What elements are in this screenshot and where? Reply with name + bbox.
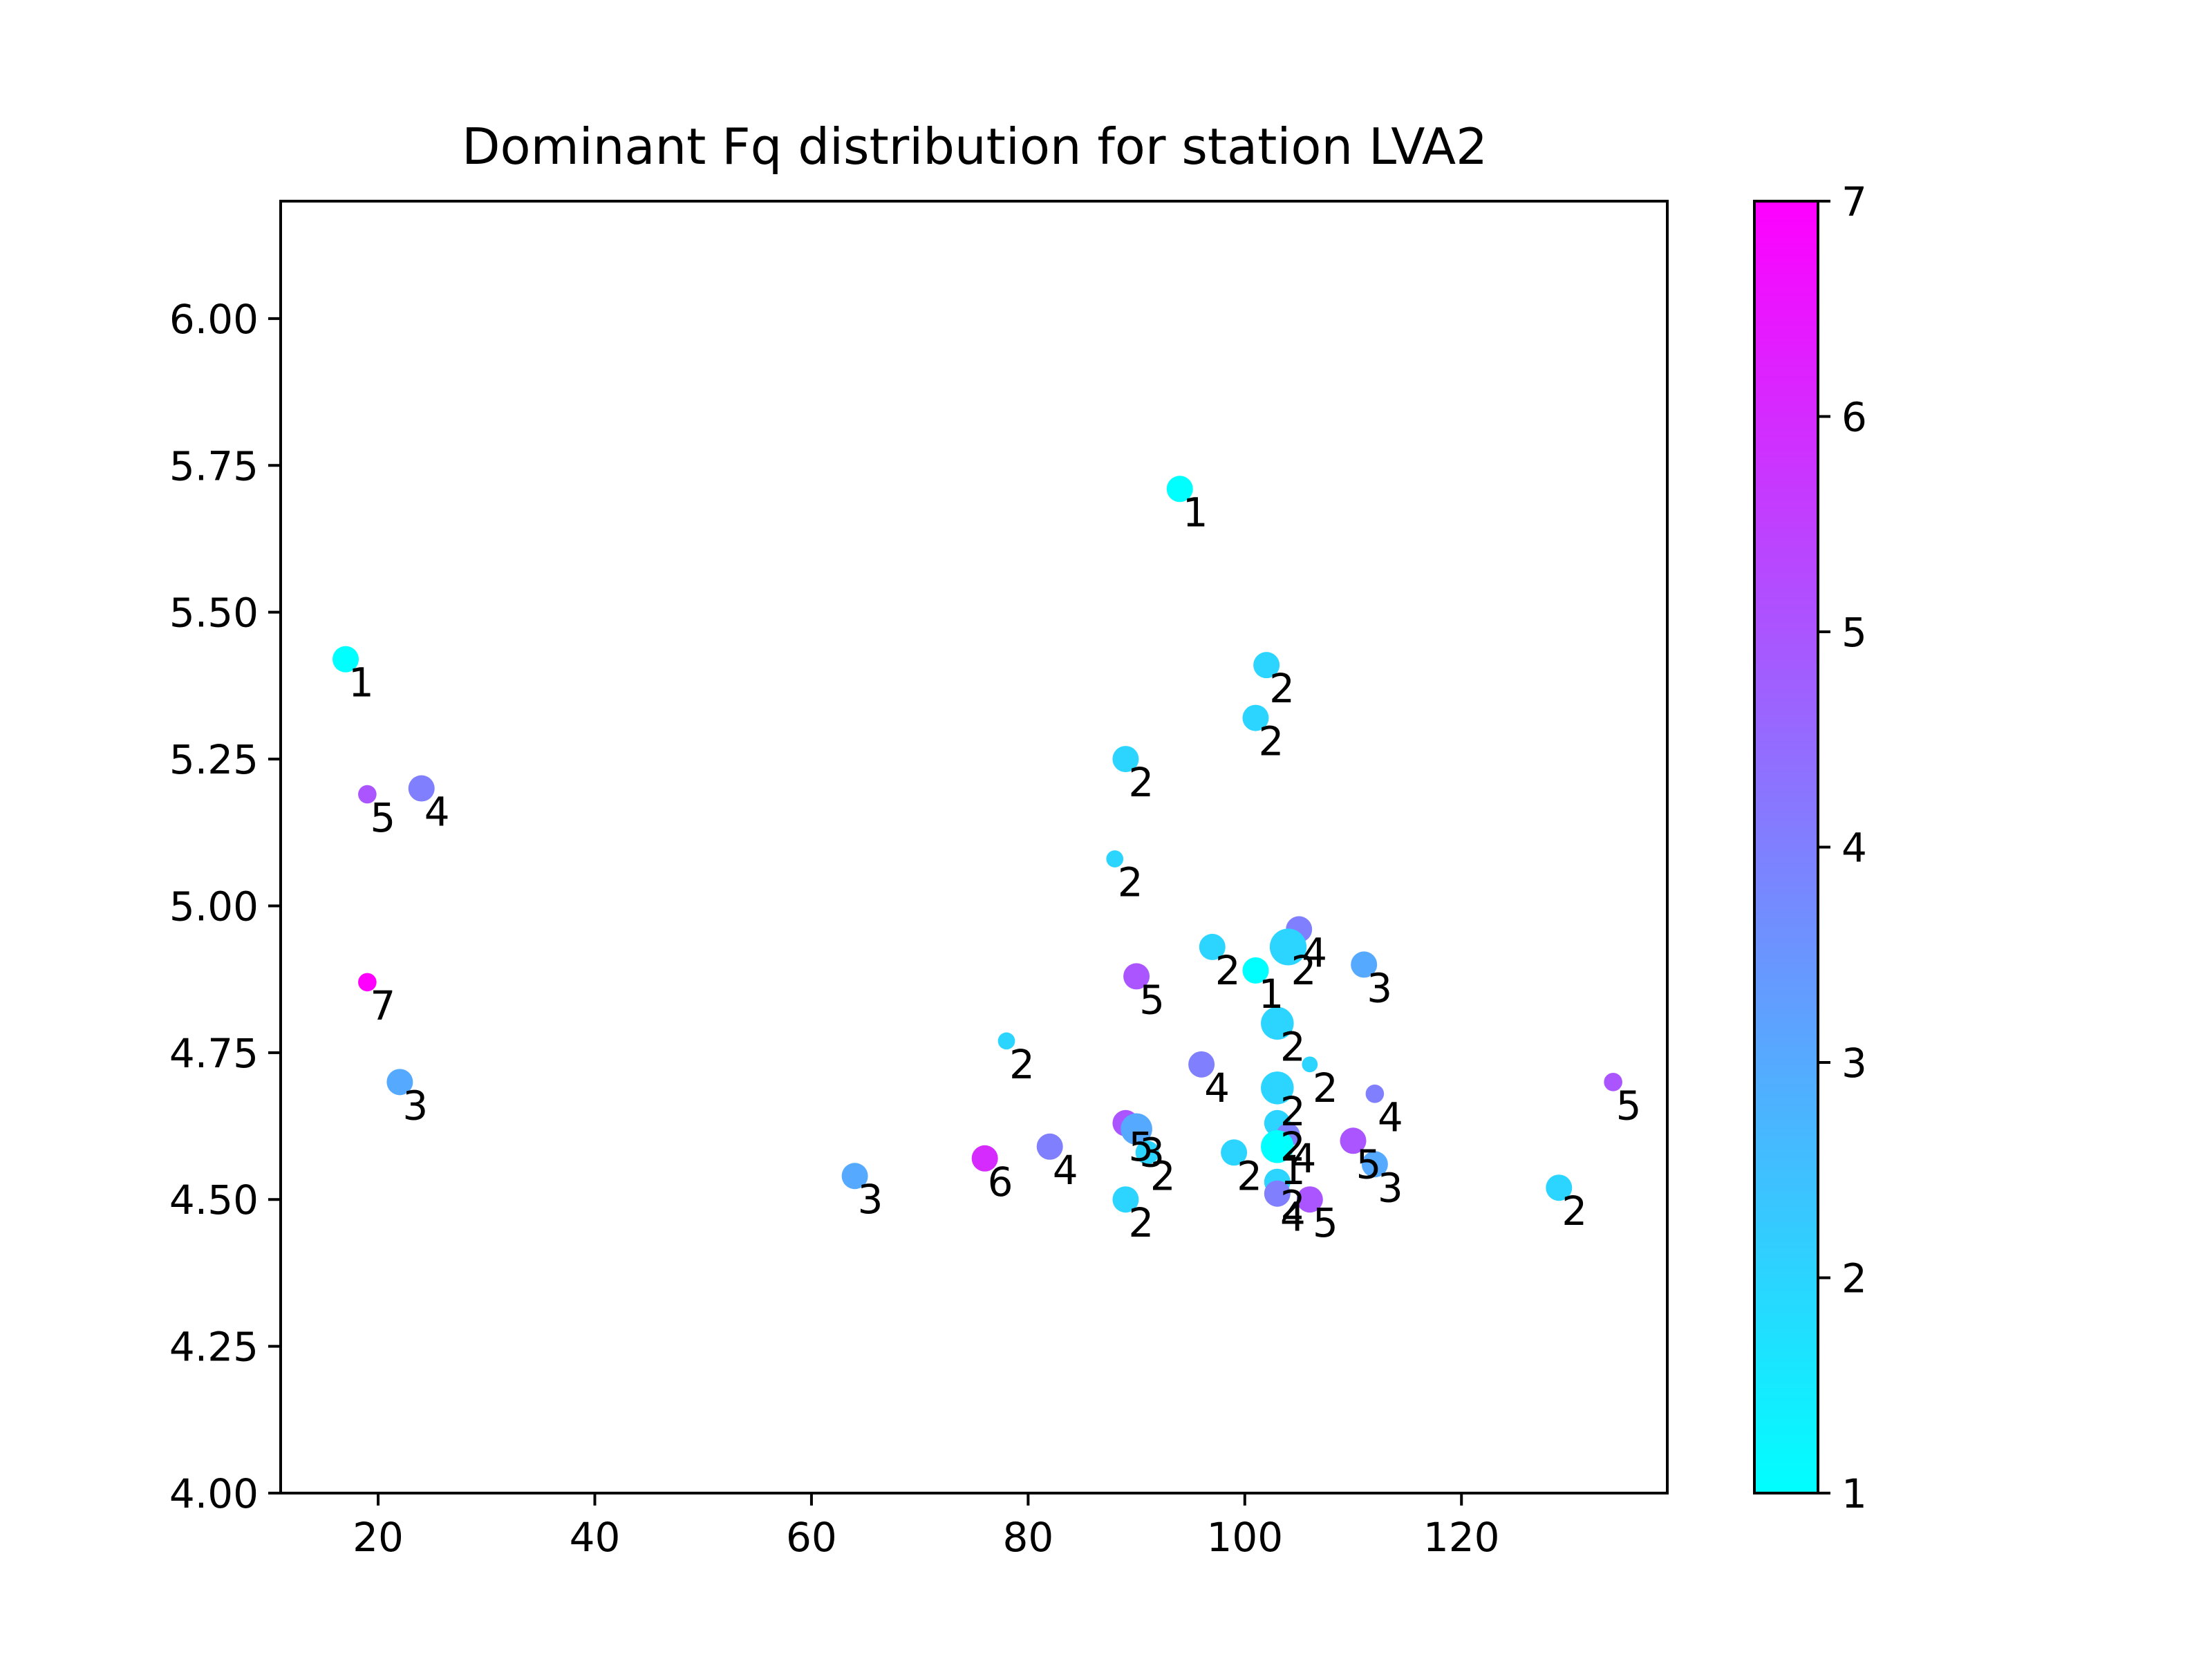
point-value-label: 2 xyxy=(1009,1041,1035,1088)
chart-title: Dominant Fq distribution for station LVA… xyxy=(462,118,1488,176)
x-tick-label: 40 xyxy=(570,1514,621,1561)
point-value-label: 1 xyxy=(348,659,374,706)
point-value-label: 2 xyxy=(1291,947,1316,994)
point-value-label: 1 xyxy=(1258,971,1284,1018)
point-value-label: 2 xyxy=(1128,1199,1154,1246)
colorbar-tick-label: 6 xyxy=(1841,394,1867,441)
colorbar-tick-label: 1 xyxy=(1841,1470,1867,1517)
point-value-label: 3 xyxy=(402,1082,428,1129)
point-value-label: 2 xyxy=(1215,947,1241,994)
y-tick-label: 4.50 xyxy=(169,1177,259,1224)
point-value-label: 4 xyxy=(1204,1065,1230,1112)
point-value-label: 5 xyxy=(370,794,395,841)
colorbar-tick-label: 4 xyxy=(1841,825,1867,872)
point-value-label: 2 xyxy=(1258,718,1284,765)
point-value-label: 5 xyxy=(1313,1199,1338,1246)
point-value-label: 3 xyxy=(1378,1164,1403,1211)
colorbar-tick-label: 5 xyxy=(1841,609,1867,656)
point-value-label: 4 xyxy=(424,789,450,836)
point-value-label: 4 xyxy=(1053,1147,1078,1194)
point-value-label: 4 xyxy=(1378,1094,1403,1141)
point-value-label: 3 xyxy=(1367,964,1392,1011)
point-value-label: 2 xyxy=(1313,1065,1338,1112)
x-tick-label: 120 xyxy=(1423,1514,1500,1561)
y-tick-label: 4.00 xyxy=(169,1470,259,1517)
y-tick-label: 6.00 xyxy=(169,296,259,343)
point-value-label: 1 xyxy=(1183,489,1208,536)
x-tick-label: 60 xyxy=(786,1514,837,1561)
point-value-label: 2 xyxy=(1269,665,1295,712)
colorbar xyxy=(1754,201,1818,1493)
y-tick-label: 5.00 xyxy=(169,883,259,930)
point-value-label: 2 xyxy=(1128,759,1154,806)
point-value-label: 2 xyxy=(1118,859,1143,906)
x-tick-label: 80 xyxy=(1002,1514,1053,1561)
y-tick-label: 5.75 xyxy=(169,442,259,489)
point-value-label: 2 xyxy=(1150,1152,1176,1199)
point-value-label: 3 xyxy=(858,1176,883,1223)
y-tick-label: 4.25 xyxy=(169,1324,259,1371)
x-tick-label: 100 xyxy=(1206,1514,1283,1561)
point-value-label: 2 xyxy=(1237,1152,1262,1199)
points-layer xyxy=(332,476,1622,1212)
colorbar-tick-label: 2 xyxy=(1841,1255,1867,1302)
x-tick-label: 20 xyxy=(353,1514,404,1561)
y-tick-label: 4.75 xyxy=(169,1030,259,1077)
point-value-label: 2 xyxy=(1562,1188,1587,1235)
colorbar-tick-label: 7 xyxy=(1841,178,1867,225)
y-tick-label: 5.50 xyxy=(169,590,259,637)
point-value-label: 2 xyxy=(1280,1023,1306,1070)
y-tick-label: 5.25 xyxy=(169,736,259,783)
point-value-label: 5 xyxy=(1616,1082,1642,1129)
colorbar-tick-label: 3 xyxy=(1841,1040,1867,1087)
y-axis: 4.00 4.25 4.50 4.75 5.00 5.25 5.50 5.75 6.00 xyxy=(169,296,281,1517)
plot-area-frame xyxy=(281,201,1667,1493)
point-value-label: 6 xyxy=(988,1159,1013,1206)
x-axis: 20 40 60 80 100 120 xyxy=(353,1493,1499,1561)
point-value-label: 7 xyxy=(370,982,395,1029)
point-value-label: 4 xyxy=(1280,1194,1306,1241)
point-value-label: 5 xyxy=(1139,976,1165,1023)
colorbar-axis: 1 2 3 4 5 6 7 xyxy=(1818,178,1867,1517)
